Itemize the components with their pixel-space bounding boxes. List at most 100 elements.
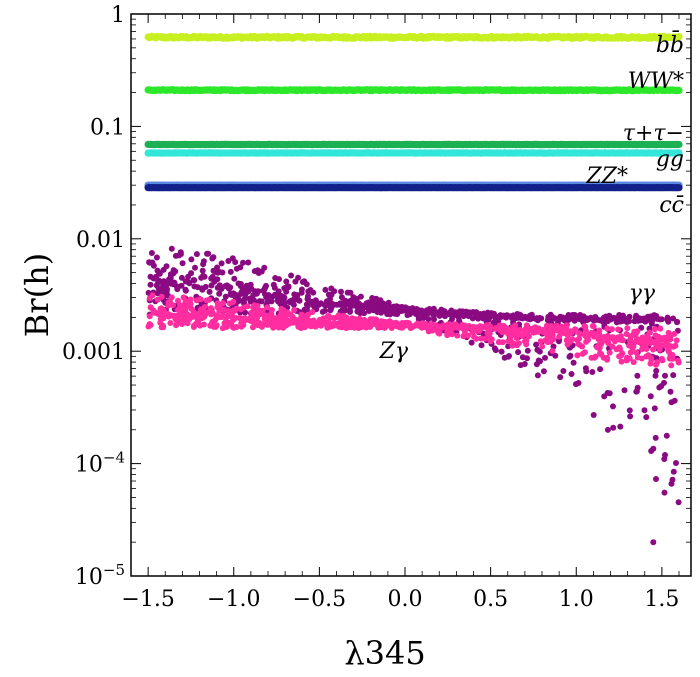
data-point: [641, 407, 648, 414]
data-point: [664, 316, 671, 323]
data-point: [675, 33, 683, 41]
data-point: [567, 352, 574, 359]
data-point: [567, 328, 574, 335]
data-point: [426, 306, 433, 312]
data-point: [206, 288, 213, 295]
data-point: [342, 297, 349, 304]
data-point: [481, 335, 488, 342]
data-point: [618, 358, 625, 365]
data-point: [247, 295, 253, 302]
data-point: [190, 313, 197, 320]
data-point: [652, 332, 659, 339]
x-tick-label: 0.5: [473, 587, 508, 612]
data-point: [436, 330, 443, 337]
data-point: [668, 362, 675, 369]
data-point: [555, 338, 562, 345]
data-point: [571, 317, 578, 324]
data-point: [617, 346, 623, 353]
data-point: [595, 317, 602, 323]
data-point: [671, 330, 678, 337]
data-point: [268, 298, 275, 305]
data-point: [175, 297, 181, 304]
data-point: [237, 264, 244, 271]
data-point: [544, 317, 551, 324]
data-point: [510, 326, 517, 333]
data-point: [237, 281, 244, 287]
data-point: [261, 264, 268, 271]
data-point: [338, 288, 344, 295]
data-point: [221, 306, 228, 313]
data-point: [231, 275, 238, 282]
data-point: [617, 318, 624, 325]
data-point: [615, 335, 622, 342]
data-point: [264, 319, 271, 326]
data-point: [305, 293, 311, 300]
data-point: [160, 278, 167, 285]
data-point: [534, 317, 541, 324]
data-point: [210, 320, 217, 327]
data-point: [277, 300, 284, 307]
data-point: [635, 336, 642, 343]
data-point: [484, 330, 491, 337]
data-point: [675, 359, 682, 366]
data-point: [658, 316, 665, 323]
data-point: [160, 324, 167, 331]
data-point: [581, 323, 588, 330]
data-point: [663, 432, 670, 439]
data-point: [574, 352, 581, 359]
data-point: [497, 326, 504, 332]
data-point: [664, 334, 671, 341]
data-point: [513, 333, 520, 340]
data-point: [343, 325, 350, 332]
data-point: [261, 315, 268, 322]
data-point: [647, 316, 654, 323]
data-point: [188, 256, 195, 263]
data-point: [226, 319, 233, 326]
data-point: [469, 315, 476, 322]
data-point: [402, 304, 409, 311]
data-point: [670, 372, 677, 379]
data-point: [363, 304, 370, 311]
data-point: [283, 288, 290, 295]
data-point: [665, 345, 672, 352]
data-point: [653, 476, 659, 482]
data-point: [624, 325, 631, 332]
data-point: [354, 303, 361, 310]
data-point: [372, 296, 379, 302]
data-point: [662, 372, 668, 379]
data-point: [344, 289, 351, 296]
data-point: [301, 306, 308, 313]
data-point: [667, 388, 674, 395]
series-label: cc̄: [659, 193, 684, 218]
data-point: [248, 285, 255, 292]
x-tick-label: 0.0: [388, 587, 423, 612]
data-point: [210, 267, 217, 274]
data-point: [419, 314, 425, 321]
data-point: [633, 349, 640, 356]
data-point: [185, 273, 192, 280]
data-point: [534, 372, 541, 379]
data-point: [574, 337, 581, 344]
data-point: [227, 268, 234, 275]
series-label: τ+τ−: [623, 121, 684, 146]
data-point: [642, 339, 649, 346]
data-point: [633, 388, 640, 395]
data-point: [242, 309, 249, 316]
data-point: [339, 319, 346, 326]
data-point: [543, 322, 550, 329]
data-point: [263, 282, 269, 289]
data-point: [597, 366, 604, 373]
data-point: [161, 310, 167, 317]
data-point: [174, 306, 181, 313]
data-point: [167, 320, 174, 326]
data-point: [669, 355, 676, 362]
data-point: [643, 414, 650, 421]
data-point: [233, 292, 240, 298]
data-point: [150, 309, 157, 316]
data-point: [514, 342, 520, 349]
data-point: [533, 341, 540, 348]
data-point: [347, 320, 354, 327]
data-point: [191, 283, 198, 290]
data-point: [605, 340, 612, 347]
